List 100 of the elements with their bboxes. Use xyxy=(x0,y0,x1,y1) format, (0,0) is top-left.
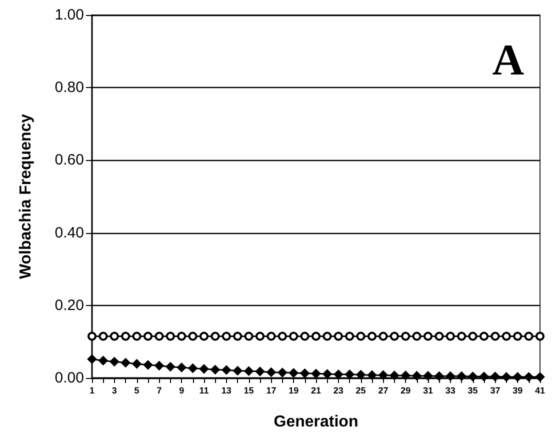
x-tick-label: 21 xyxy=(310,386,322,396)
point xyxy=(345,332,354,341)
x-tick-label: 29 xyxy=(400,386,411,396)
x-tick-label: 23 xyxy=(333,386,344,396)
x-tick-label: 27 xyxy=(378,386,388,396)
x-tick-label: 25 xyxy=(356,386,366,396)
point xyxy=(456,372,466,381)
point xyxy=(457,332,466,341)
x-tick-label: 39 xyxy=(512,386,523,396)
point xyxy=(490,372,500,382)
y-tick-label: 0.40 xyxy=(54,224,84,242)
point xyxy=(434,372,444,381)
x-tick-label: 1 xyxy=(89,386,95,396)
point xyxy=(132,332,142,341)
point xyxy=(312,332,320,341)
point xyxy=(188,332,198,341)
point xyxy=(300,332,310,341)
x-tick-label: 5 xyxy=(134,386,140,396)
x-tick-label: 11 xyxy=(199,386,209,396)
point xyxy=(98,332,108,341)
x-tick-label: 15 xyxy=(244,386,254,396)
point xyxy=(98,356,108,366)
point xyxy=(244,332,254,341)
point xyxy=(524,372,534,382)
point xyxy=(166,362,176,372)
y-tick-label: 0.20 xyxy=(54,296,84,314)
point xyxy=(144,332,152,341)
point xyxy=(424,332,432,341)
point xyxy=(222,332,231,341)
point xyxy=(401,332,410,341)
point xyxy=(390,332,399,341)
x-tick-label: 41 xyxy=(534,386,546,396)
point xyxy=(278,332,287,341)
point xyxy=(434,332,444,341)
point xyxy=(87,354,97,364)
point xyxy=(289,332,298,341)
x-tick-label: 33 xyxy=(445,386,456,396)
x-tick-label: 13 xyxy=(221,386,232,396)
point xyxy=(232,366,242,376)
x-tick-label: 3 xyxy=(112,386,117,396)
annotation: A xyxy=(492,36,524,84)
point xyxy=(334,332,343,341)
point xyxy=(188,364,198,373)
point xyxy=(244,366,254,376)
y-tick-label: 0.60 xyxy=(54,152,84,169)
point xyxy=(502,332,511,341)
point xyxy=(524,332,534,341)
point xyxy=(110,357,120,366)
point xyxy=(154,332,164,341)
point xyxy=(322,332,332,341)
point xyxy=(480,332,488,341)
point xyxy=(311,368,321,378)
point xyxy=(378,370,388,380)
point xyxy=(468,332,478,341)
point xyxy=(210,365,220,374)
point xyxy=(121,332,130,341)
x-tick-label: 19 xyxy=(288,386,299,396)
point xyxy=(446,332,455,341)
point xyxy=(200,332,208,341)
point xyxy=(390,370,400,380)
point xyxy=(199,364,209,374)
point xyxy=(412,332,422,341)
x-tick-label: 37 xyxy=(490,386,500,396)
point xyxy=(222,365,232,375)
point xyxy=(446,372,456,381)
point xyxy=(266,332,276,341)
x-tick-label: 7 xyxy=(156,386,162,396)
point xyxy=(177,332,186,341)
point xyxy=(88,332,96,341)
point xyxy=(288,368,298,378)
point xyxy=(176,362,186,372)
point xyxy=(536,332,544,341)
point xyxy=(468,372,478,382)
point xyxy=(110,332,119,341)
point xyxy=(300,368,310,378)
point xyxy=(210,332,220,341)
y-axis-title: Wolbachia Frequency xyxy=(18,114,34,280)
y-tick-label: 1.00 xyxy=(54,6,84,24)
point xyxy=(512,372,522,382)
point xyxy=(400,370,410,380)
x-axis-title: Generation xyxy=(274,414,358,430)
point xyxy=(278,368,288,378)
point xyxy=(322,369,332,379)
point xyxy=(423,371,433,380)
point xyxy=(412,371,422,380)
point xyxy=(356,332,366,341)
point xyxy=(378,332,388,341)
y-tick-label: 0.80 xyxy=(54,79,84,96)
point xyxy=(132,359,142,368)
point xyxy=(502,372,512,382)
point xyxy=(367,370,377,380)
point xyxy=(154,361,164,370)
x-tick-label: 31 xyxy=(422,386,434,396)
point xyxy=(513,332,522,341)
point xyxy=(120,358,130,368)
point xyxy=(143,360,153,370)
point xyxy=(490,332,500,341)
point xyxy=(233,332,242,341)
point xyxy=(368,332,376,341)
point xyxy=(255,366,265,376)
